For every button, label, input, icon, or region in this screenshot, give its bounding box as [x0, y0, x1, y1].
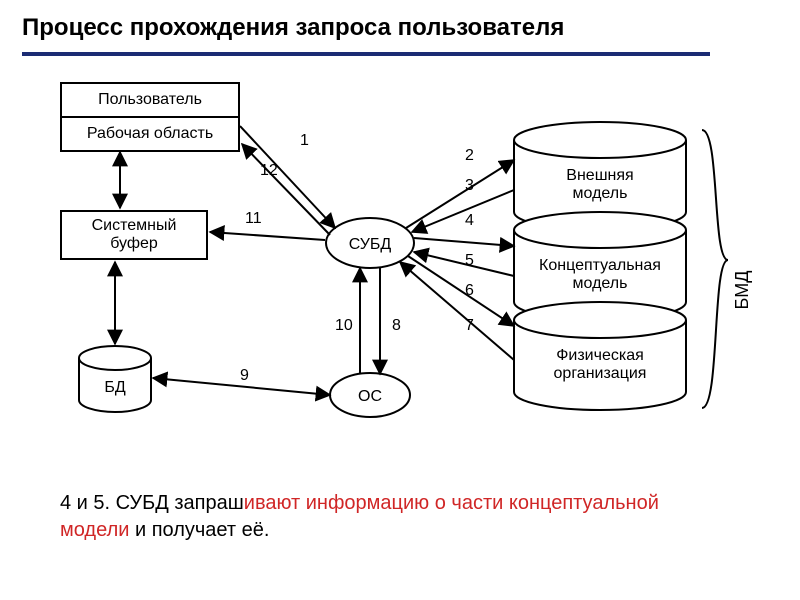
edge-label-12: 12: [260, 162, 278, 179]
edge-label-11: 11: [245, 210, 262, 227]
edge-label-8: 8: [392, 317, 401, 334]
node-cyl3: Физическаяорганизация: [514, 302, 686, 410]
edge-11: [210, 232, 325, 240]
edge-7: [400, 262, 514, 360]
svg-text:БД: БД: [104, 379, 126, 396]
svg-text:Внешняямодель: Внешняямодель: [566, 167, 633, 202]
edge-label-5: 5: [465, 252, 474, 269]
edge-label-6: 6: [465, 282, 474, 299]
edge-4: [414, 238, 514, 246]
node-bd: БД: [79, 346, 151, 412]
edge-label-3: 3: [465, 177, 474, 194]
edge-label-4: 4: [465, 212, 474, 229]
bmd-bracket: БМД: [702, 130, 752, 408]
edge-label-7: 7: [465, 317, 474, 334]
edge-label-2: 2: [465, 147, 474, 164]
caption: 4 и 5. СУБД запрашивают информацию о час…: [60, 490, 720, 544]
svg-text:Физическаяорганизация: Физическаяорганизация: [554, 347, 647, 382]
os-label: ОС: [358, 388, 382, 405]
edge-5: [414, 252, 514, 276]
edge-label-9: 9: [240, 367, 249, 384]
subd-label: СУБД: [349, 236, 392, 253]
edge-2: [406, 160, 514, 228]
edge-label-1: 1: [300, 132, 309, 149]
svg-text:БМД: БМД: [732, 271, 752, 310]
edge-3: [412, 190, 514, 232]
edge-label-10: 10: [335, 317, 353, 334]
edges: 112112345671089: [115, 126, 514, 395]
